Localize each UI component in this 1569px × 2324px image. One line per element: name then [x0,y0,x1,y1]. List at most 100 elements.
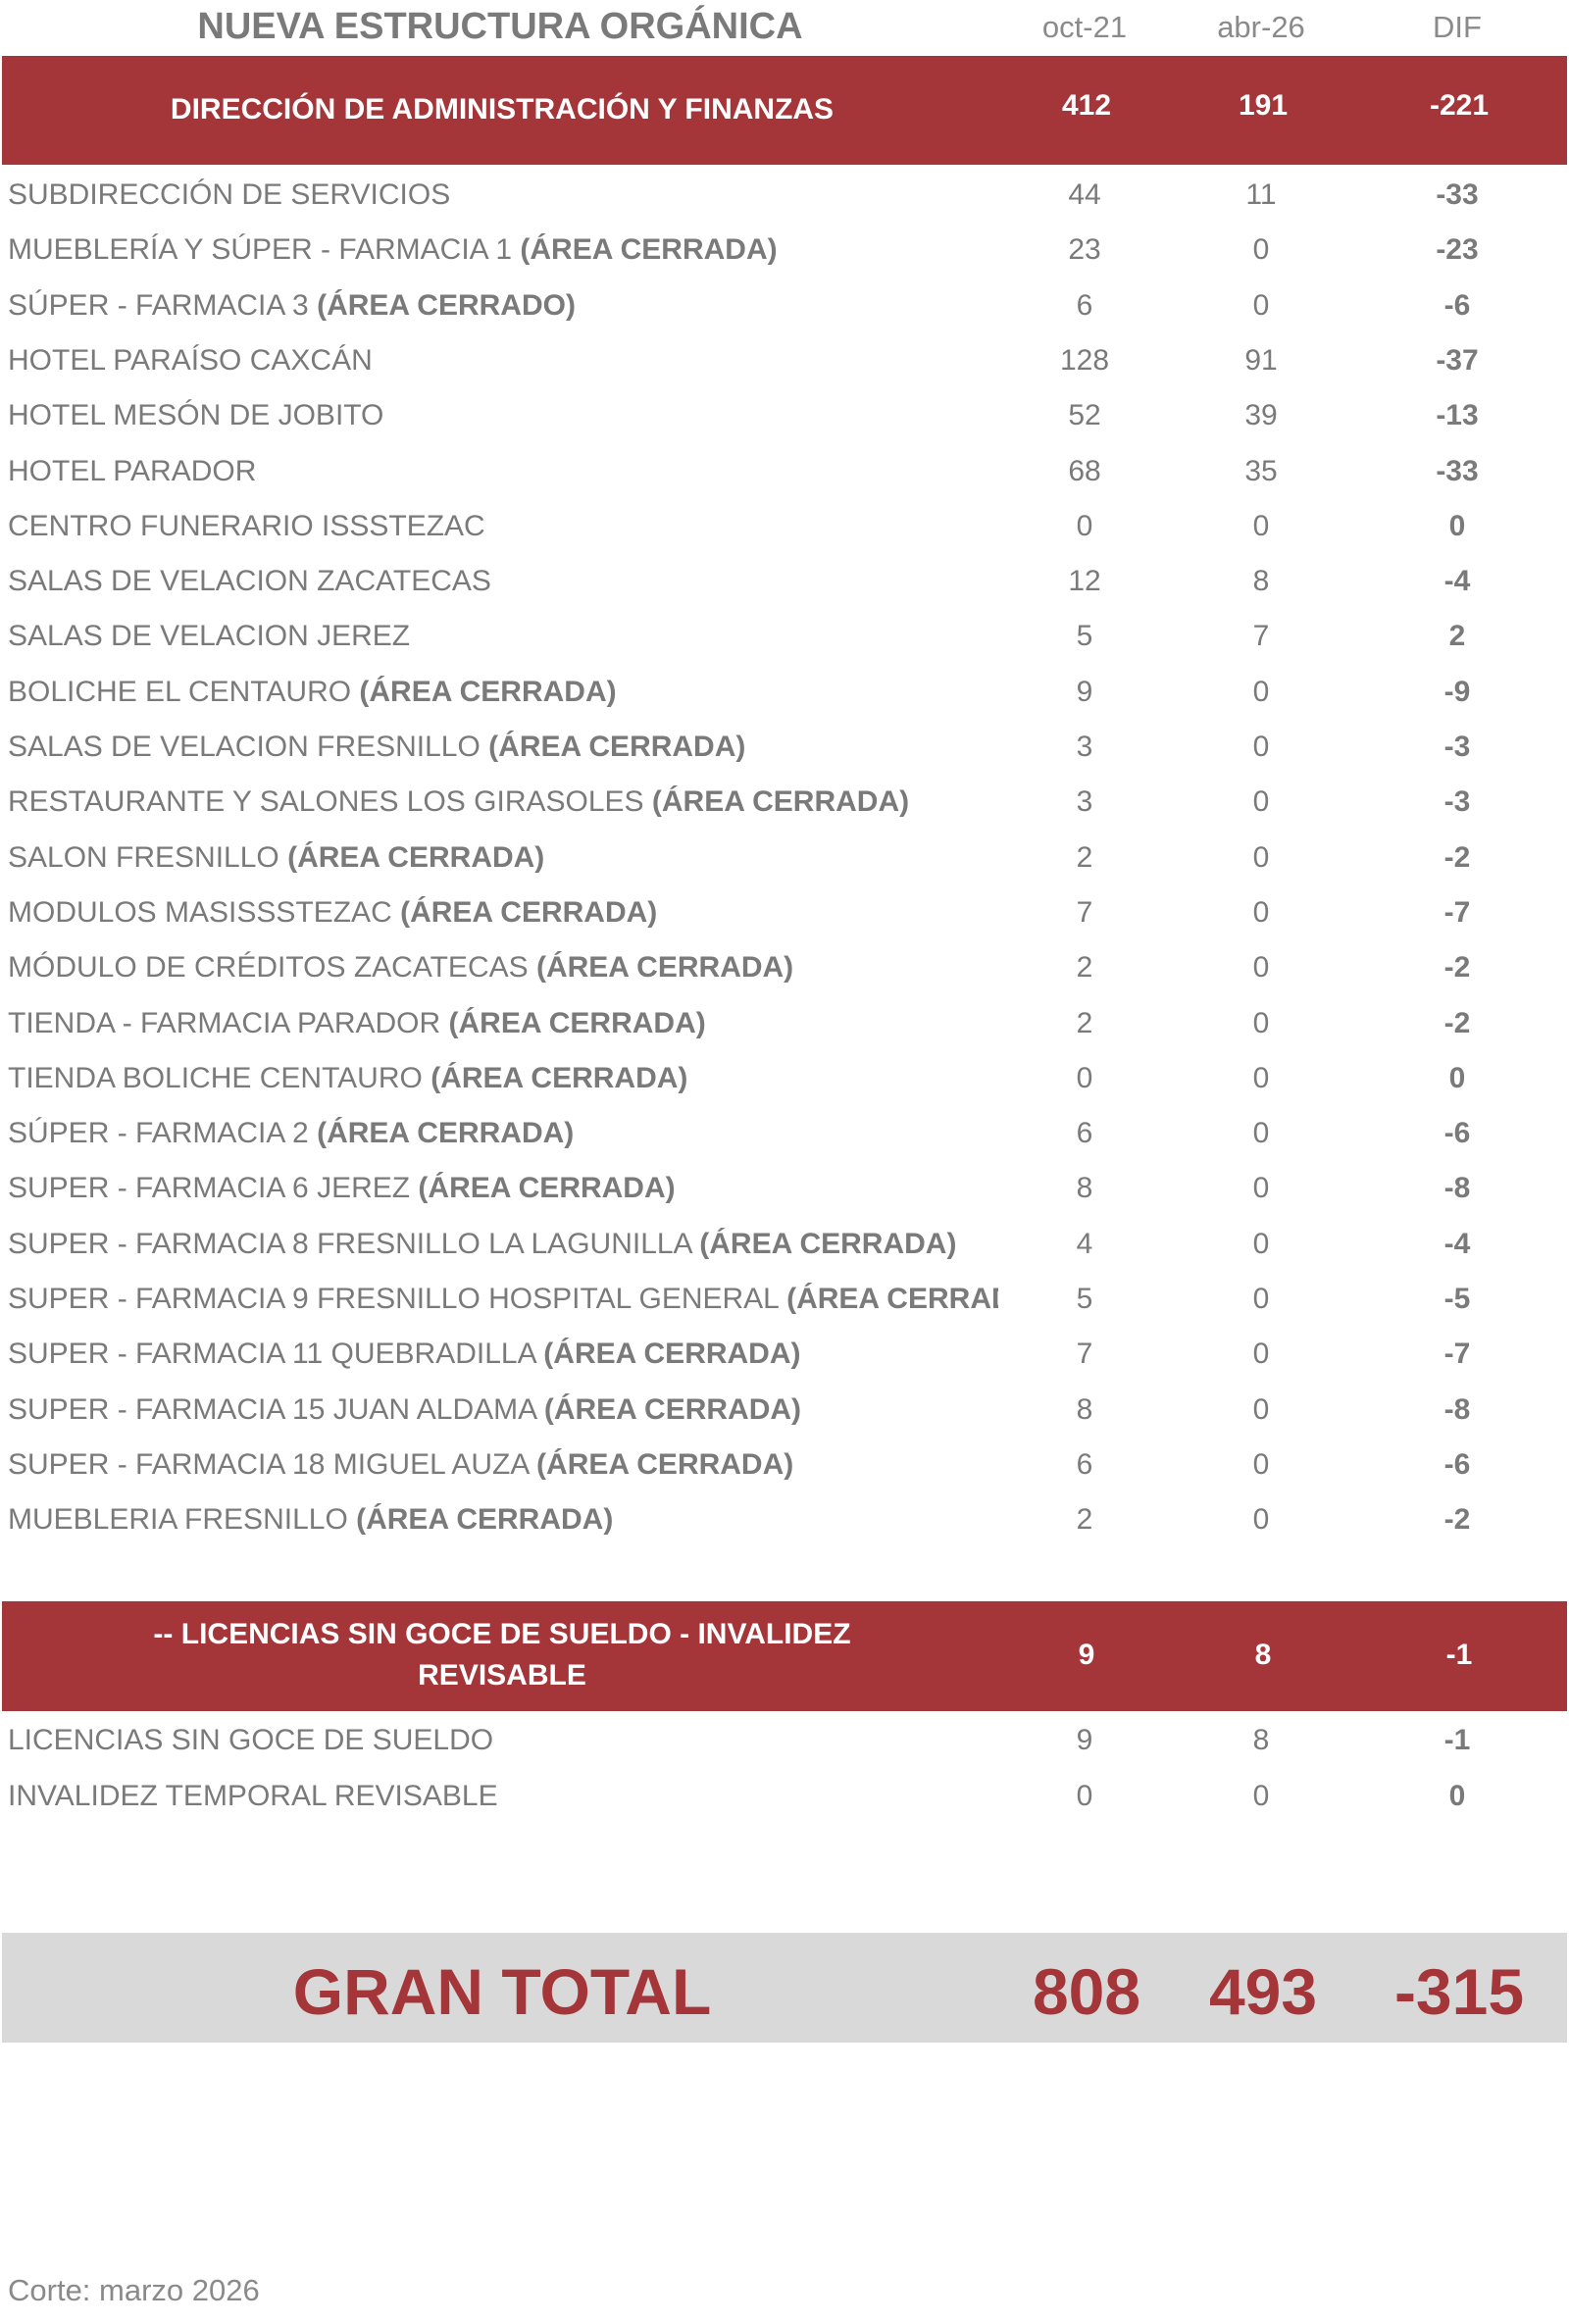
row-name-text: BOLICHE EL CENTAURO [8,675,360,708]
row-name-text: TIENDA - FARMACIA PARADOR [8,1006,449,1039]
row-abr: 0 [1252,840,1270,874]
row-oct: 0 [1076,1780,1093,1812]
row-oct: 44 [1068,178,1101,211]
row-name-text: SALAS DE VELACION JEREZ [8,620,411,653]
row-oct: 6 [1076,1117,1093,1150]
row-name-text: MODULOS MASISSSTEZAC [8,895,401,929]
section-title: DIRECCIÓN DE ADMINISTRACIÓN Y FINANZAS [170,93,835,126]
row-oct: 2 [1076,951,1093,985]
row-oct: 9 [1076,675,1093,708]
row-dif: -8 [1443,1172,1471,1205]
row-abr: 0 [1252,1780,1270,1812]
table-row: SUPER - FARMACIA 11 QUEBRADILLA (ÁREA CE… [0,1328,1569,1383]
section-abr: 8 [1254,1639,1272,1671]
row-oct: 6 [1076,1447,1093,1481]
row-abr: 0 [1252,1283,1270,1315]
row-status-note: (ÁREA CERRADA) [699,1227,957,1260]
table-row: TIENDA - FARMACIA PARADOR (ÁREA CERRADA)… [0,997,1569,1052]
row-dif: -3 [1443,731,1471,763]
row-dif: 0 [1448,509,1466,542]
row-name-text: SÚPER - FARMACIA 2 [8,1117,318,1150]
row-abr: 0 [1252,1338,1270,1371]
table-row: SUPER - FARMACIA 6 JEREZ (ÁREA CERRADA) 8… [0,1162,1569,1217]
row-dif: -33 [1436,178,1479,211]
row-dif: -1 [1443,1724,1471,1756]
row-oct: 52 [1068,399,1101,432]
row-abr: 0 [1252,1447,1270,1481]
grand-total-row: GRAN TOTAL 808 493 -315 [2,1933,1567,2043]
row-status-note: (ÁREA CERRADA) [488,731,746,763]
table-row: MUEBLERIA FRESNILLO (ÁREA CERRADA) 2 0 -2 [0,1493,1569,1548]
table-row: HOTEL PARADOR 68 35 -33 [0,445,1569,500]
row-status-note: (ÁREA CERRADA) [535,951,794,985]
row-status-note: (ÁREA CERRADA) [400,895,658,929]
row-status-note: (ÁREA CERRADA) [536,1447,794,1481]
row-status-note: (ÁREA CERRADA) [317,1117,575,1150]
row-oct: 8 [1076,1172,1093,1205]
row-name-text: SUPER - FARMACIA 15 JUAN ALDAMA [8,1392,544,1426]
row-status-note: (ÁREA CERRADA) [418,1172,676,1205]
row-abr: 11 [1245,178,1277,211]
row-dif: -7 [1443,1338,1471,1371]
section-dif: -221 [1429,89,1490,122]
table-row: HOTEL PARAÍSO CAXCÁN 128 91 -37 [0,334,1569,389]
row-oct: 0 [1076,1061,1093,1094]
row-oct: 3 [1076,785,1093,819]
row-name-text: MÓDULO DE CRÉDITOS ZACATECAS [8,951,536,985]
row-name: SUPER - FARMACIA 8 FRESNILLO LA LAGUNILL… [8,1228,998,1261]
row-dif: 2 [1448,620,1466,653]
table-row: SALON FRESNILLO (ÁREA CERRADA) 2 0 -2 [0,832,1569,886]
row-oct: 2 [1076,840,1093,874]
table-row: SALAS DE VELACION ZACATECAS 12 8 -4 [0,555,1569,610]
row-name: SALAS DE VELACION JEREZ [8,620,998,653]
row-status-note: (ÁREA CERRADA) [356,1503,614,1537]
table-row: SUPER - FARMACIA 9 FRESNILLO HOSPITAL GE… [0,1273,1569,1328]
row-status-note: (ÁREA CERRADA) [430,1061,688,1094]
row-name: MUEBLERIA FRESNILLO (ÁREA CERRADA) [8,1503,998,1537]
row-dif: -6 [1443,1117,1471,1150]
row-abr: 0 [1252,1392,1270,1426]
row-name: SÚPER - FARMACIA 2 (ÁREA CERRADA) [8,1117,998,1150]
row-abr: 0 [1252,509,1270,542]
row-name-text: TIENDA BOLICHE CENTAURO [8,1061,431,1094]
row-oct: 0 [1076,509,1093,542]
grand-total-oct: 808 [1032,1955,1141,2028]
row-name-text: SUBDIRECCIÓN DE SERVICIOS [8,178,451,211]
row-oct: 9 [1076,1724,1093,1756]
row-abr: 0 [1252,1503,1270,1537]
row-name: HOTEL PARADOR [8,455,998,488]
row-abr: 7 [1252,620,1270,653]
row-name-text: SALAS DE VELACION ZACATECAS [8,565,491,598]
row-status-note: (ÁREA CERRADA) [651,785,910,819]
row-oct: 6 [1076,288,1093,322]
row-dif: 0 [1448,1780,1466,1812]
section-title-line1: -- LICENCIAS SIN GOCE DE SUELDO - INVALI… [153,1618,851,1650]
table-row: MÓDULO DE CRÉDITOS ZACATECAS (ÁREA CERRA… [0,941,1569,996]
table-row: RESTAURANTE Y SALONES LOS GIRASOLES (ÁRE… [0,776,1569,831]
row-name-text: LICENCIAS SIN GOCE DE SUELDO [8,1724,494,1756]
column-header-dif: DIF [1433,10,1482,44]
row-name-text: SÚPER - FARMACIA 3 [8,288,318,322]
row-name-text: CENTRO FUNERARIO ISSSTEZAC [8,509,485,542]
table-row: SUBDIRECCIÓN DE SERVICIOS 44 11 -33 [0,169,1569,224]
table-row: SUPER - FARMACIA 18 MIGUEL AUZA (ÁREA CE… [0,1439,1569,1493]
row-name-text: RESTAURANTE Y SALONES LOS GIRASOLES [8,785,652,819]
table-row: HOTEL MESÓN DE JOBITO 52 39 -13 [0,389,1569,444]
row-name: SUPER - FARMACIA 15 JUAN ALDAMA (ÁREA CE… [8,1393,998,1427]
row-name: BOLICHE EL CENTAURO (ÁREA CERRADA) [8,676,998,709]
section-abr: 191 [1238,89,1289,122]
row-name: LICENCIAS SIN GOCE DE SUELDO [8,1724,998,1757]
row-abr: 0 [1252,1172,1270,1205]
row-name: MODULOS MASISSSTEZAC (ÁREA CERRADA) [8,896,998,930]
row-dif: -2 [1443,840,1471,874]
row-status-note: (ÁREA CERRADA) [287,840,545,874]
row-abr: 0 [1252,233,1270,267]
row-name-text: MUEBLERIA FRESNILLO [8,1503,357,1537]
row-abr: 0 [1252,731,1270,763]
row-name: SUPER - FARMACIA 18 MIGUEL AUZA (ÁREA CE… [8,1448,998,1482]
row-oct: 2 [1076,1503,1093,1537]
row-dif: -23 [1436,233,1479,267]
row-oct: 68 [1068,454,1101,487]
section-dif: -1 [1445,1639,1473,1671]
row-dif: -6 [1443,1447,1471,1481]
